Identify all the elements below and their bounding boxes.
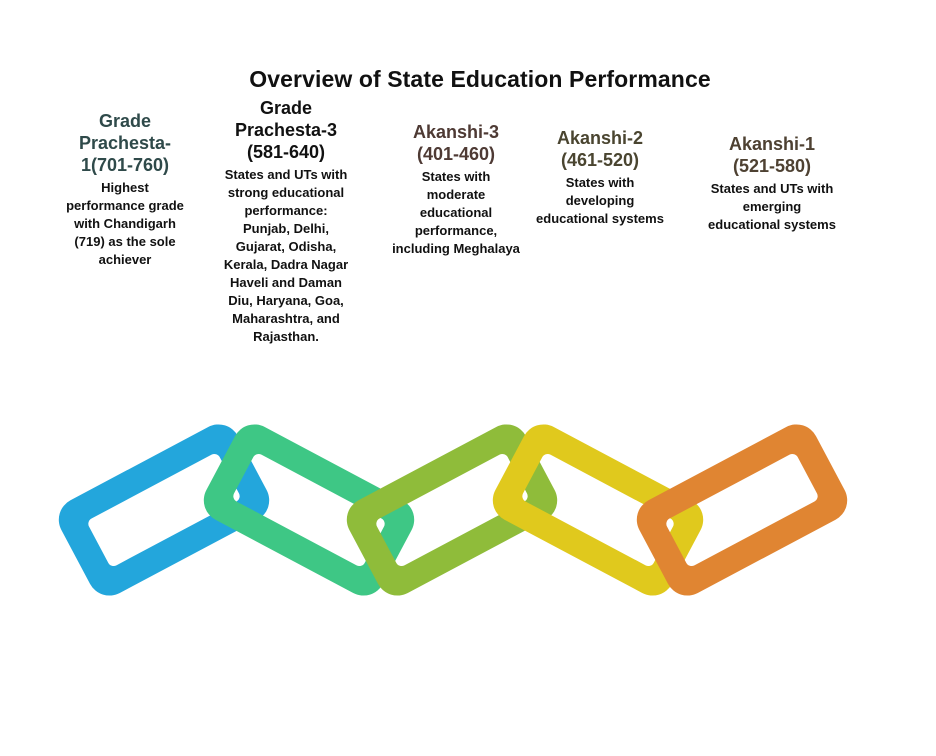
- link-1-description-line: performance grade: [66, 198, 184, 213]
- link-1-description-line: with Chandigarh: [74, 216, 176, 231]
- link-2-description-line: States and UTs with: [224, 167, 348, 182]
- link-5-heading-line: Akanshi-1: [728, 134, 816, 154]
- link-2-description-line: Punjab, Delhi,: [243, 221, 329, 236]
- link-1-description-line: (719) as the sole: [74, 234, 176, 249]
- link-2-heading-line: (581-640): [246, 142, 326, 162]
- link-1-heading: Grade Prachesta- 1(701-760): [55, 110, 195, 176]
- link-3-text: Akanshi-3 (401-460) States with moderate…: [380, 121, 532, 258]
- link-1-description: Highest performance grade with Chandigar…: [55, 179, 195, 269]
- link-2-heading: Grade Prachesta-3 (581-640): [212, 97, 360, 163]
- link-2-heading-line: Grade: [259, 98, 313, 118]
- link-4-heading-line: (461-520): [560, 150, 640, 170]
- link-2-description-line: Gujarat, Odisha,: [235, 239, 337, 254]
- link-3-description-line: performance,: [414, 223, 498, 238]
- link-3-heading-line: (401-460): [416, 144, 496, 164]
- link-1-heading-line: Grade: [98, 111, 152, 131]
- link-3-description-line: educational: [419, 205, 493, 220]
- link-2-description-line: Haveli and Daman: [230, 275, 342, 290]
- link-3-description: States with moderate educational perform…: [380, 168, 532, 258]
- link-5-heading-line: (521-580): [732, 156, 812, 176]
- link-1-heading-line: 1(701-760): [80, 155, 170, 175]
- link-2-heading-line: Prachesta-3: [234, 120, 338, 140]
- link-2-description-line: Diu, Haryana, Goa,: [228, 293, 344, 308]
- link-1-description-line: Highest: [101, 180, 149, 195]
- link-5-description: States and UTs with emerging educational…: [700, 180, 844, 234]
- link-3-description-line: including Meghalaya: [392, 241, 520, 256]
- link-2-description-line: performance:: [244, 203, 328, 218]
- link-5-description-line: emerging: [742, 199, 802, 214]
- link-5-heading: Akanshi-1 (521-580): [700, 133, 844, 177]
- link-4-description: States with developing educational syste…: [528, 174, 672, 228]
- link-5-text: Akanshi-1 (521-580) States and UTs with …: [700, 133, 844, 234]
- link-4-text: Akanshi-2 (461-520) States with developi…: [528, 127, 672, 228]
- link-2-description-line: strong educational: [227, 185, 345, 200]
- link-1-text: Grade Prachesta- 1(701-760) Highest perf…: [55, 110, 195, 269]
- link-5-description-line: States and UTs with: [710, 181, 834, 196]
- diagram-title: Overview of State Education Performance: [249, 66, 711, 92]
- link-4-description-line: developing: [565, 193, 635, 208]
- link-5-description-line: educational systems: [708, 217, 836, 232]
- link-4-description-line: States with: [565, 175, 635, 190]
- link-3-description-line: moderate: [426, 187, 486, 202]
- link-4-heading-line: Akanshi-2: [556, 128, 644, 148]
- chain-link-5: [636, 424, 848, 596]
- link-1-heading-line: Prachesta-: [78, 133, 172, 153]
- link-2-description-line: Rajasthan.: [253, 329, 319, 344]
- link-4-heading: Akanshi-2 (461-520): [528, 127, 672, 171]
- link-2-description-line: Kerala, Dadra Nagar: [223, 257, 349, 272]
- link-2-description-line: Maharashtra, and: [232, 311, 340, 326]
- link-3-heading: Akanshi-3 (401-460): [380, 121, 532, 165]
- link-3-heading-line: Akanshi-3: [412, 122, 500, 142]
- link-2-text: Grade Prachesta-3 (581-640) States and U…: [212, 97, 360, 346]
- link-2-description: States and UTs with strong educational p…: [212, 166, 360, 346]
- link-1-description-line: achiever: [98, 252, 152, 267]
- link-4-description-line: educational systems: [536, 211, 664, 226]
- link-3-description-line: States with: [421, 169, 491, 184]
